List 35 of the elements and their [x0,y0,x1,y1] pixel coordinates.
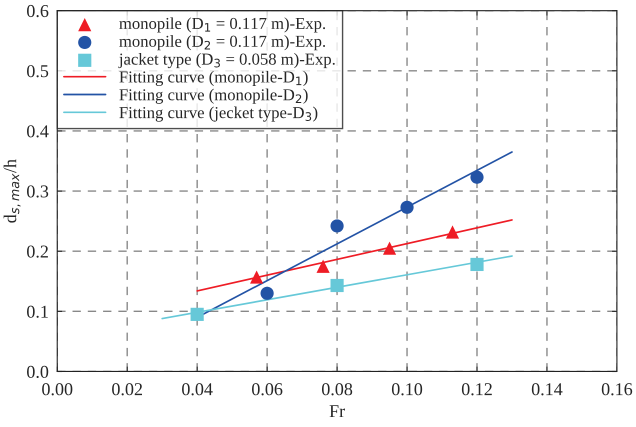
legend-label: Fitting curve (monopile-D$_{1}$) [119,70,308,86]
point [400,200,414,214]
point [190,308,204,321]
y-tick-label: 0.5 [27,65,48,78]
legend-label: monopile (D$_{1}$ = 0.117 m)-Exp. [119,17,326,32]
x-tick-label: 0.00 [42,383,72,396]
point [330,278,344,292]
legend-label: monopile (D$_{2}$ = 0.117 m)-Exp. [119,35,326,50]
x-tick-label: 0.04 [182,383,213,396]
legend-label: Fitting curve (monopile-D$_{2}$) [119,88,308,104]
x-axis-title: Fr [330,405,345,418]
y-tick-label: 0.1 [27,306,48,318]
y-tick-label: 0.3 [27,185,48,198]
point [260,286,274,300]
x-tick-label: 0.16 [602,383,632,396]
y-tick-label: 0.2 [27,245,48,258]
y-axis-title: d$_{s,max}$/h [4,159,21,223]
x-tick-label: 0.14 [532,383,562,396]
point [330,219,344,233]
x-tick-label: 0.02 [112,383,142,396]
x-tick-label: 0.10 [392,383,422,396]
point [316,260,330,273]
legend-label: jacket type (D$_{3}$ = 0.058 m)-Exp. [118,53,335,68]
point [382,242,396,255]
point [470,258,484,272]
x-tick-label: 0.08 [322,383,352,396]
x-tick-label: 0.06 [252,383,282,396]
legend-label: Fitting curve (jecket type-D$_{3}$) [119,106,318,122]
point [250,270,264,284]
point [446,225,460,239]
y-tick-label: 0.6 [27,4,48,18]
y-tick-label: 0.4 [27,125,49,138]
x-tick-label: 0.12 [462,383,492,396]
y-tick-label: 0.0 [27,366,48,378]
point [470,170,484,184]
